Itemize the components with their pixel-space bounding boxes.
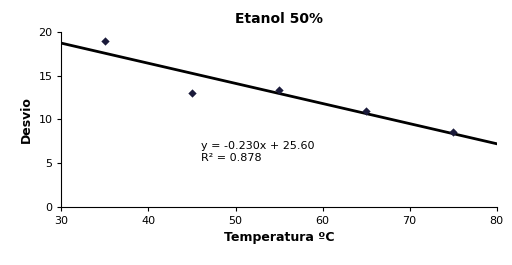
- Title: Etanol 50%: Etanol 50%: [235, 12, 323, 26]
- X-axis label: Temperatura ºC: Temperatura ºC: [224, 231, 334, 244]
- Point: [362, 108, 370, 113]
- Point: [449, 130, 457, 135]
- Point: [101, 38, 109, 43]
- Y-axis label: Desvio: Desvio: [20, 96, 33, 143]
- Point: [275, 88, 283, 92]
- Text: y = -0.230x + 25.60
R² = 0.878: y = -0.230x + 25.60 R² = 0.878: [201, 141, 314, 163]
- Point: [188, 91, 196, 95]
